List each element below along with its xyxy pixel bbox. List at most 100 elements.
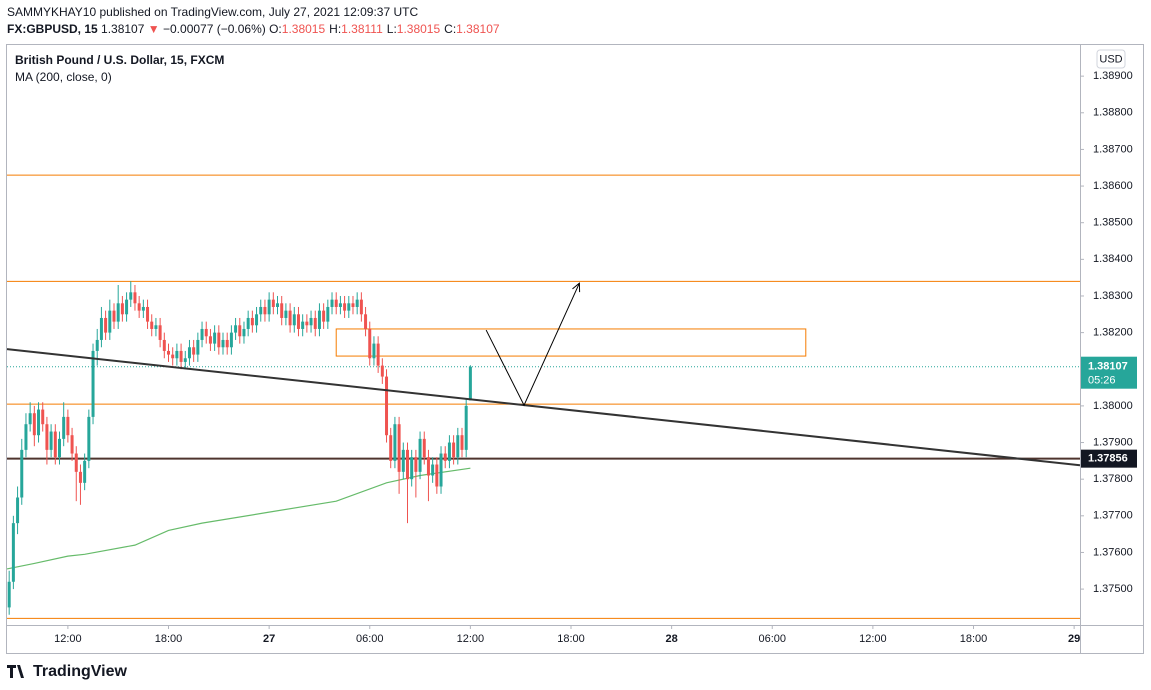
x-tick-label: 28 — [666, 633, 678, 645]
candle-body — [242, 328, 246, 337]
zone — [335, 328, 807, 357]
candle-body — [150, 321, 154, 329]
x-tick-label: 29 — [1068, 633, 1080, 645]
candle-body — [309, 317, 313, 326]
ma-line — [6, 467, 471, 570]
candle-body — [120, 303, 124, 315]
candle-body — [414, 457, 418, 472]
candle-body — [167, 350, 171, 355]
key-level-box — [1081, 449, 1137, 468]
candle-body — [225, 339, 229, 348]
candle-body — [221, 339, 225, 348]
y-tick-label: 1.38300 — [1093, 290, 1133, 302]
candle-body — [426, 457, 430, 476]
x-tick-label: 18:00 — [557, 633, 585, 645]
candle-body — [317, 310, 321, 329]
x-tick-label: 27 — [263, 633, 275, 645]
candle-body — [87, 416, 91, 461]
x-tick-label: 12:00 — [859, 633, 887, 645]
candle-body — [158, 325, 162, 340]
candle-body — [439, 453, 443, 487]
change: −0.00077 (−0.06%) — [163, 22, 266, 36]
candle-body — [74, 453, 78, 472]
symbol: FX:GBPUSD, 15 — [7, 22, 98, 36]
candle-body — [112, 310, 116, 322]
candle-body — [204, 328, 208, 337]
candle-body — [125, 299, 129, 315]
candle-body — [301, 321, 305, 329]
candle-body — [250, 317, 254, 326]
candle-body — [234, 325, 238, 333]
trendline — [6, 348, 1081, 467]
candle-body — [83, 460, 87, 483]
candle-body — [41, 409, 45, 425]
ohlc-label: L: — [386, 22, 397, 36]
candle-body — [313, 317, 317, 329]
candle-body — [162, 339, 166, 351]
candle-body — [196, 339, 200, 355]
candle-body — [175, 350, 179, 359]
candle-body — [104, 317, 108, 333]
candle-body — [37, 409, 41, 436]
y-tick-label: 1.38700 — [1093, 143, 1133, 155]
candle-body — [334, 299, 338, 307]
candle-body — [45, 424, 49, 450]
candle-body — [368, 328, 372, 359]
candle-body — [62, 416, 66, 439]
candle-body — [200, 328, 204, 340]
candle-body — [133, 292, 137, 304]
candle-body — [146, 306, 150, 322]
ohlc-value: 1.38111 — [341, 22, 383, 36]
ohlc-label: O: — [269, 22, 282, 36]
candle-body — [418, 438, 422, 472]
candle-body — [393, 424, 397, 461]
candle-body — [255, 314, 259, 326]
y-tick-label: 1.38500 — [1093, 217, 1133, 229]
candle-body — [7, 581, 11, 608]
candle-body — [380, 365, 384, 377]
candle-body — [359, 299, 363, 315]
candle-body — [183, 358, 187, 362]
candle-body — [108, 310, 112, 333]
candle-body — [322, 310, 326, 322]
candle-body — [435, 464, 439, 487]
ohlc-label: C: — [444, 22, 457, 36]
candle-body — [422, 438, 426, 458]
ohlc-value: 1.38107 — [456, 22, 500, 36]
currency: USD — [1099, 53, 1122, 65]
candle-body — [16, 497, 20, 524]
candle-body — [66, 416, 70, 436]
y-tick-label: 1.37500 — [1093, 583, 1133, 595]
ohlc-value: 1.38015 — [281, 22, 326, 36]
candle-body — [280, 303, 284, 318]
y-tick-label: 1.37900 — [1093, 436, 1133, 448]
x-tick-label: 18:00 — [155, 633, 183, 645]
candle-body — [292, 314, 296, 326]
candle-body — [99, 317, 103, 340]
candle-body — [238, 325, 242, 337]
y-tick-label: 1.37800 — [1093, 473, 1133, 485]
brand: TradingView — [33, 663, 128, 680]
candle-body — [192, 347, 196, 355]
candle-body — [141, 306, 145, 311]
candle-body — [154, 325, 158, 329]
candle-body — [355, 299, 359, 307]
candle-body — [296, 314, 300, 329]
candle-body — [246, 317, 250, 329]
candle-body — [456, 435, 460, 458]
x-tick-label: 12:00 — [457, 633, 485, 645]
candle-body — [24, 424, 28, 450]
projection-arrow — [485, 282, 580, 407]
candle-body — [389, 435, 393, 461]
candle-body — [405, 449, 409, 480]
candle-body — [57, 438, 61, 458]
candle-body — [32, 413, 36, 436]
candle-body — [217, 332, 221, 348]
x-tick-label: 18:00 — [960, 633, 988, 645]
candle-body — [376, 343, 380, 366]
candle-body — [431, 464, 435, 476]
candle-body — [460, 435, 464, 450]
candle-body — [187, 347, 191, 359]
logo — [7, 665, 24, 678]
